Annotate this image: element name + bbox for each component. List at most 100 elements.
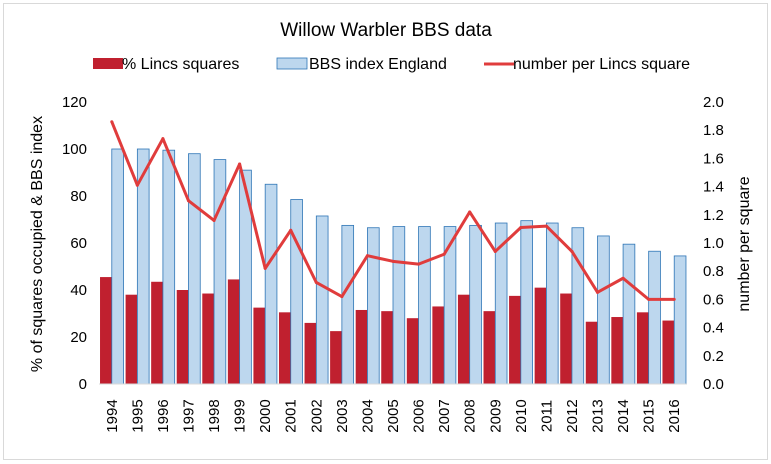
y-tick-label: 40: [70, 282, 87, 299]
bar-bbs-2005: [392, 226, 406, 385]
line-point-1999: [238, 162, 242, 166]
legend-swatch-bbs: [276, 57, 308, 70]
line-point-2005: [391, 259, 395, 263]
bar-bbs-1998: [213, 159, 227, 385]
bar-bbs-2014: [622, 243, 636, 385]
bar-lincs-2014: [611, 317, 624, 384]
x-tick-label: 2016: [666, 399, 683, 432]
line-point-2009: [493, 249, 497, 253]
y2-tick-label: 0.2: [703, 348, 724, 365]
bar-lincs-1999: [227, 279, 240, 384]
line-series-group: [110, 120, 676, 301]
x-tick-label: 2008: [462, 399, 479, 432]
bar-lincs-2007: [432, 306, 445, 384]
bar-bbs-2011: [545, 222, 559, 385]
bar-bbs-2002: [315, 215, 329, 385]
y-axis-title: % of squares occupied & BBS index: [29, 116, 46, 372]
x-tick-label: 2001: [283, 399, 300, 432]
y-tick-label: 0: [79, 376, 87, 393]
line-point-2001: [289, 228, 293, 232]
bar-lincs-2011: [534, 287, 547, 384]
line-point-2006: [417, 262, 421, 266]
line-point-2011: [544, 224, 548, 228]
y-tick-label: 120: [62, 94, 87, 111]
x-tick-label: 2005: [385, 399, 402, 432]
y2-tick-label: 1.4: [703, 179, 724, 196]
x-tick-label: 2012: [564, 399, 581, 432]
y-tick-label: 20: [70, 329, 87, 346]
x-tick-label: 1998: [206, 399, 223, 432]
chart-frame: Willow Warbler BBS data % Lincs squares …: [3, 3, 768, 460]
bar-bbs-1997: [188, 153, 201, 385]
y-tick-label: 80: [70, 188, 87, 205]
bar-lincs-2009: [483, 311, 496, 384]
x-tick-label: 1999: [232, 399, 249, 432]
bar-bbs-2001: [290, 199, 303, 385]
bar-bbs-2004: [367, 227, 380, 385]
bar-lincs-1996: [151, 281, 163, 384]
line-point-2013: [596, 290, 600, 294]
bar-lincs-2012: [560, 293, 572, 384]
chart-title: Willow Warbler BBS data: [280, 20, 492, 41]
bar-bbs-2008: [469, 224, 482, 385]
bar-lincs-2004: [355, 309, 368, 384]
bar-lincs-2000: [253, 307, 266, 384]
line-point-1996: [161, 137, 165, 141]
bar-lincs-2006: [406, 318, 419, 384]
line-point-1998: [212, 218, 216, 222]
bar-lincs-2013: [585, 321, 598, 384]
x-tick-label: 2010: [513, 399, 530, 432]
x-tick-label: 2007: [436, 399, 453, 432]
x-tick-label: 1997: [180, 399, 197, 432]
y2-tick-label: 1.8: [703, 122, 724, 139]
y-tick-label: 60: [70, 235, 87, 252]
bar-bbs-2003: [341, 224, 355, 385]
line-point-2004: [365, 254, 369, 258]
y-tick-label: 100: [62, 141, 87, 158]
bar-lincs-2001: [278, 312, 291, 384]
x-tick-label: 2002: [308, 399, 325, 432]
bar-lincs-2015: [636, 312, 649, 384]
y2-tick-label: 0.4: [703, 320, 724, 337]
legend-label-bbs: BBS index England: [309, 56, 447, 73]
y2-tick-label: 1.0: [703, 235, 724, 252]
bar-bbs-2012: [571, 227, 585, 385]
line-point-2003: [340, 295, 344, 299]
y2-tick-label: 0.0: [703, 376, 724, 393]
x-tick-label: 1996: [155, 399, 172, 432]
line-point-2008: [468, 210, 472, 214]
legend-label-line: number per Lincs square: [513, 56, 690, 73]
bar-bbs-2013: [597, 235, 610, 385]
bar-lincs-2003: [330, 331, 342, 384]
y2-tick-label: 1.6: [703, 150, 724, 167]
line-point-2015: [647, 297, 651, 301]
line-point-2016: [672, 297, 676, 301]
bar-lincs-1998: [202, 293, 215, 384]
bar-lincs-1997: [176, 290, 189, 384]
x-tick-label: 2004: [359, 399, 376, 432]
line-point-2002: [314, 280, 318, 284]
bar-bbs-1994: [111, 148, 124, 385]
line-point-2014: [621, 276, 625, 280]
bars-group: [100, 148, 687, 385]
bar-bbs-2010: [520, 220, 533, 385]
bar-lincs-2010: [509, 295, 521, 384]
x-tick-label: 2009: [487, 399, 504, 432]
bar-lincs-1995: [125, 294, 138, 384]
x-tick-label: 2014: [615, 399, 632, 432]
line-point-2012: [570, 249, 574, 253]
line-point-1995: [135, 183, 139, 187]
bar-lincs-2008: [457, 294, 470, 384]
y2-tick-label: 1.2: [703, 207, 724, 224]
bar-bbs-2015: [648, 250, 661, 385]
line-point-2000: [263, 266, 267, 270]
y2-tick-label: 0.8: [703, 263, 724, 280]
x-tick-label: 1994: [104, 399, 121, 432]
line-point-1997: [186, 199, 190, 203]
line-point-1994: [110, 120, 114, 124]
y2-tick-label: 0.6: [703, 291, 724, 308]
bar-lincs-1994: [100, 277, 112, 384]
bar-bbs-1996: [162, 149, 176, 385]
y2-tick-label: 2.0: [703, 94, 724, 111]
x-tick-label: 2006: [411, 399, 428, 432]
